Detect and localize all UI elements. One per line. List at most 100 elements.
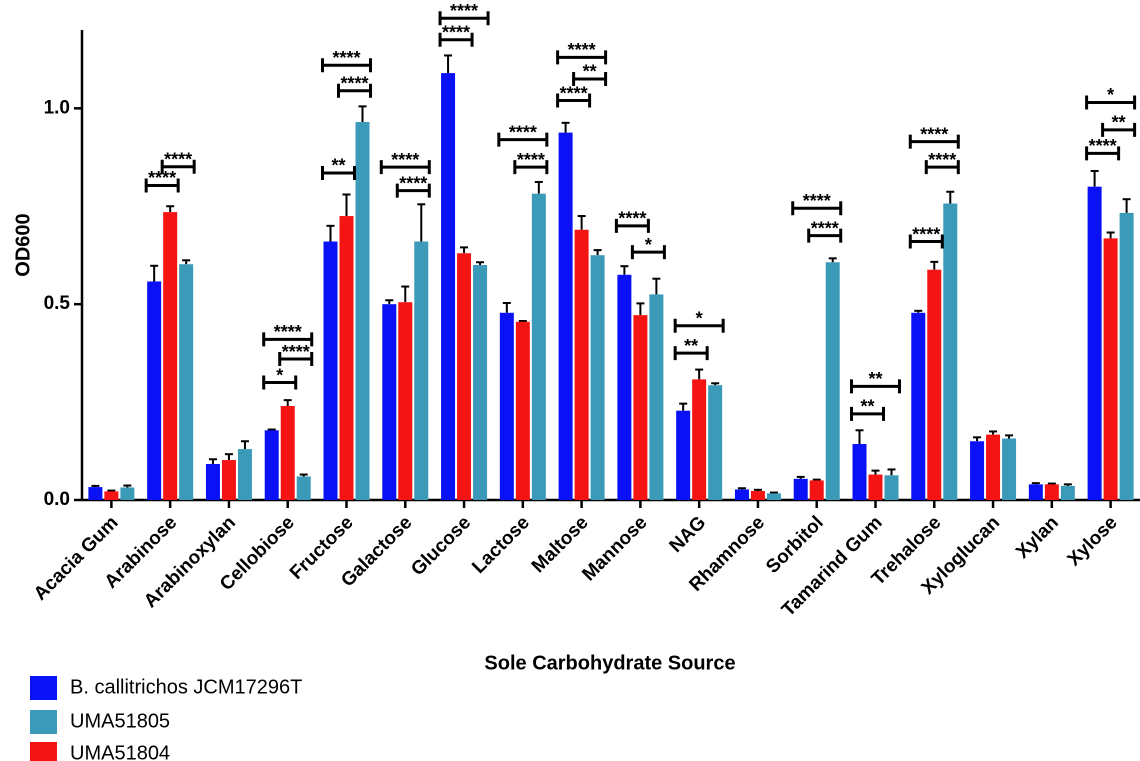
bar — [339, 216, 354, 500]
significance-bracket — [395, 183, 431, 198]
bar — [676, 410, 691, 500]
significance-label: **** — [803, 191, 831, 211]
significance-label: **** — [450, 1, 478, 21]
bar — [868, 474, 883, 500]
x-tick-label: Lactose — [468, 512, 534, 578]
legend-swatch — [30, 742, 57, 761]
bar — [574, 229, 589, 500]
bar — [296, 476, 311, 500]
significance-label: ** — [1112, 113, 1126, 133]
significance-label: **** — [391, 150, 419, 170]
bar — [809, 480, 824, 500]
bar — [1044, 484, 1059, 500]
bar — [649, 294, 664, 500]
y-axis-title: OD600 — [12, 213, 34, 276]
significance-bracket — [614, 218, 650, 233]
significance-bracket — [556, 50, 608, 65]
significance-bracket — [673, 346, 709, 361]
significance-bracket — [673, 318, 725, 333]
significance-label: **** — [282, 342, 310, 362]
significance-label: ** — [860, 397, 874, 417]
significance-label: **** — [399, 173, 427, 193]
x-tick-label: Xylan — [1012, 512, 1063, 563]
significance-label: * — [645, 235, 652, 255]
bar — [398, 302, 413, 500]
significance-bracket — [908, 234, 944, 249]
significance-label: **** — [920, 124, 948, 144]
bar — [692, 379, 707, 500]
bar — [617, 274, 632, 500]
bar — [147, 281, 162, 500]
bar — [457, 253, 472, 500]
bar — [1103, 238, 1118, 500]
legend-label: B. callitrichos JCM17296T — [70, 676, 302, 698]
bar — [1087, 186, 1102, 500]
significance-bracket — [556, 93, 592, 108]
significance-bracket — [144, 178, 180, 193]
significance-bracket — [850, 379, 901, 394]
bar — [1119, 212, 1134, 501]
bar — [264, 430, 279, 500]
x-tick-label: Xylose — [1064, 512, 1122, 570]
bar — [1002, 438, 1017, 500]
significance-bracket — [321, 58, 372, 73]
significance-bracket — [160, 159, 196, 174]
significance-label: **** — [928, 150, 956, 170]
significance-label: **** — [340, 73, 368, 93]
bar — [927, 269, 942, 500]
significance-label: ** — [868, 369, 882, 389]
bar — [943, 203, 958, 500]
significance-label: **** — [811, 218, 839, 238]
legend-label: UMA51805 — [70, 710, 170, 732]
bar — [205, 463, 220, 500]
bar — [237, 449, 252, 500]
bar — [911, 312, 926, 500]
significance-bracket — [513, 160, 549, 175]
significance-label: **** — [509, 122, 537, 142]
bar — [986, 434, 1001, 500]
significance-bracket — [321, 165, 356, 180]
x-tick-label: Acacia Gum — [30, 512, 123, 605]
significance-label: **** — [568, 40, 596, 60]
bar — [499, 312, 514, 500]
significance-bracket — [262, 332, 314, 347]
significance-bracket — [850, 406, 885, 421]
bar — [88, 487, 103, 500]
significance-bracket — [262, 375, 298, 390]
bar — [280, 406, 295, 500]
significance-label: **** — [274, 322, 302, 342]
significance-bracket — [807, 228, 843, 243]
significance-label: **** — [560, 83, 588, 103]
significance-label: * — [696, 308, 703, 328]
bar — [825, 262, 840, 500]
significance-bracket — [1085, 95, 1137, 110]
y-tick-label: 0.5 — [44, 293, 71, 314]
significance-bracket — [572, 71, 608, 86]
bar — [852, 443, 867, 500]
significance-bracket — [438, 32, 474, 47]
x-tick-label: NAG — [666, 512, 711, 557]
bar — [633, 315, 648, 500]
significance-bracket — [379, 160, 431, 175]
bar — [531, 193, 546, 500]
legend-swatch — [30, 676, 57, 700]
legend-swatch — [30, 710, 57, 734]
bar — [750, 490, 765, 500]
bar — [734, 489, 749, 500]
significance-bracket — [1101, 122, 1137, 137]
bar — [104, 491, 119, 500]
significance-bracket — [924, 160, 960, 175]
significance-bracket — [1085, 146, 1121, 161]
significance-bracket — [278, 352, 314, 366]
bar — [355, 122, 370, 501]
bar — [441, 73, 456, 500]
x-tick-label: Glucose — [407, 512, 475, 580]
bar — [414, 241, 429, 500]
bar — [163, 212, 178, 500]
x-axis-title: Sole Carbohydrate Source — [484, 652, 735, 674]
significance-bracket — [630, 245, 666, 260]
significance-label: ** — [583, 62, 597, 82]
bar — [708, 385, 723, 500]
bar — [120, 487, 135, 500]
